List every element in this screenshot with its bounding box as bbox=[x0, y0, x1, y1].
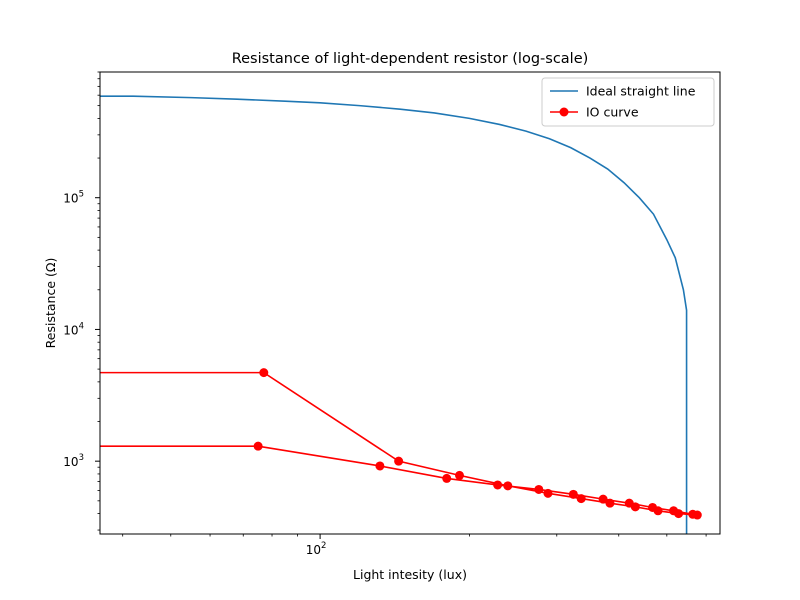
legend-marker bbox=[559, 107, 569, 117]
data-point bbox=[669, 506, 679, 516]
data-point bbox=[259, 368, 269, 378]
data-point bbox=[648, 502, 658, 512]
series-layer bbox=[100, 95, 702, 534]
data-point bbox=[503, 481, 513, 491]
data-point bbox=[543, 488, 553, 498]
plot-frame bbox=[99, 71, 721, 535]
data-point bbox=[688, 509, 698, 519]
series-2 bbox=[100, 368, 702, 520]
y-axis-label: Resistance (Ω) bbox=[43, 258, 58, 349]
data-point bbox=[253, 441, 263, 451]
plot-area bbox=[100, 72, 720, 534]
series-1 bbox=[100, 95, 688, 534]
legend-item: IO curve bbox=[550, 105, 639, 120]
data-point bbox=[375, 461, 385, 471]
legend-item: Ideal straight line bbox=[550, 84, 696, 99]
legend-label: Ideal straight line bbox=[586, 84, 696, 99]
legend-label: IO curve bbox=[586, 105, 639, 120]
data-point bbox=[493, 480, 503, 490]
data-point bbox=[455, 470, 464, 480]
data-point bbox=[534, 484, 544, 494]
data-point bbox=[442, 473, 452, 483]
x-axis-label: Light intesity (lux) bbox=[353, 567, 467, 582]
legend: Ideal straight line IO curve bbox=[541, 77, 715, 127]
data-point bbox=[624, 498, 634, 508]
legend-box bbox=[541, 77, 715, 127]
data-point bbox=[576, 494, 586, 504]
series-line bbox=[100, 95, 688, 534]
data-point bbox=[598, 494, 608, 504]
data-point bbox=[605, 498, 615, 508]
data-point bbox=[568, 489, 578, 499]
chart-title: Resistance of light-dependent resistor (… bbox=[232, 51, 589, 67]
data-point bbox=[394, 456, 404, 466]
